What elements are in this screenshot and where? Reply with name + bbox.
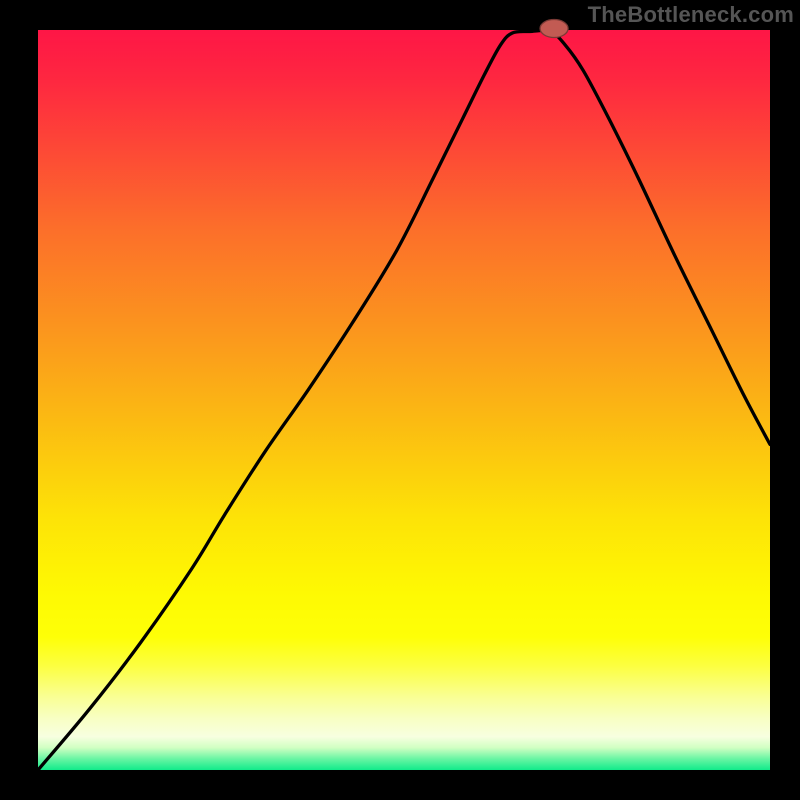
chart-container: TheBottleneck.com: [0, 0, 800, 800]
plot-background: [38, 30, 770, 770]
bottleneck-chart: [0, 0, 800, 800]
optimal-marker: [540, 20, 568, 38]
watermark-label: TheBottleneck.com: [588, 2, 794, 28]
